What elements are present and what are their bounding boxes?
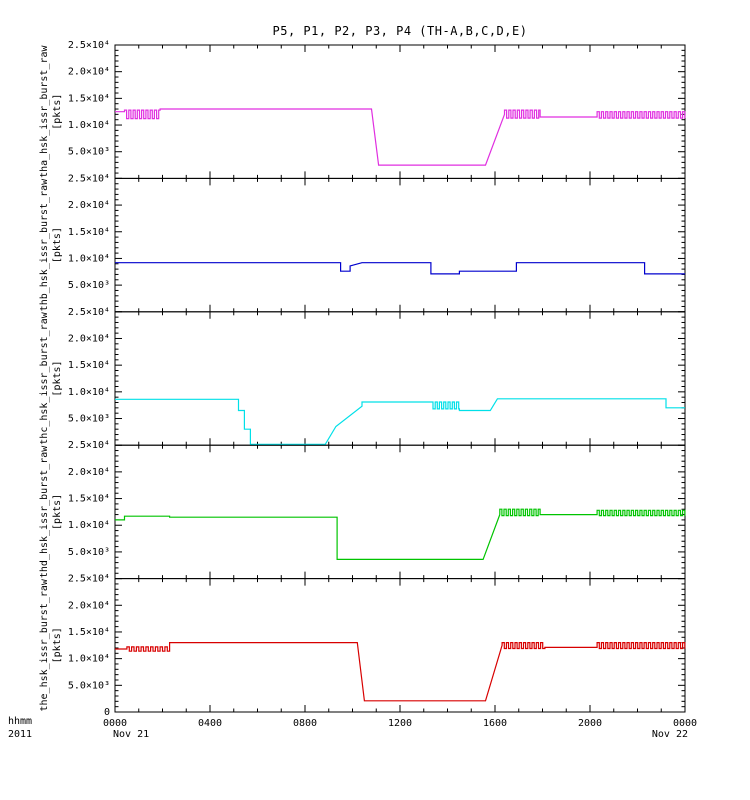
ytick-label: 2.0×10⁴ <box>68 200 110 211</box>
panel-ylabel: tha_hsk_issr_burst_raw <box>39 44 50 177</box>
ytick-label: 1.0×10⁴ <box>68 120 110 131</box>
ytick-label: 5.0×10³ <box>68 147 110 158</box>
panel-thc: 5.0×10³ 1.0×10⁴ 1.5×10⁴ 2.0×10⁴ 2.5×10⁴ thc_h… <box>39 307 686 446</box>
panel-ylabel-units: [pkts] <box>52 360 63 396</box>
panel-thb: 5.0×10³ 1.0×10⁴ 1.5×10⁴ 2.0×10⁴ 2.5×10⁴ thb_h… <box>39 173 686 313</box>
ytick-label: 5.0×10³ <box>68 280 110 291</box>
panel-ylabel-units: [pkts] <box>52 494 63 530</box>
ytick-label: 5.0×10³ <box>68 680 110 691</box>
ytick-label: 5.0×10³ <box>68 547 110 558</box>
xtick-label: 0800 <box>293 718 317 729</box>
ytick-label: 1.5×10⁴ <box>68 627 110 638</box>
plot-title: P5, P1, P2, P3, P4 (TH-A,B,C,D,E) <box>272 24 528 38</box>
panel-thd: 5.0×10³ 1.0×10⁴ 1.5×10⁴ 2.0×10⁴ 2.5×10⁴ thd_h… <box>39 440 686 580</box>
ytick-label: 1.0×10⁴ <box>68 253 110 264</box>
panel-the: 0 5.0×10³ 1.0×10⁴ 1.5×10⁴ 2.0×10⁴ 2.5×10⁴ the_… <box>39 574 686 718</box>
xaxis-year-label: 2011 <box>8 729 33 740</box>
series-line-thc <box>115 398 685 445</box>
series-line-thd <box>115 508 686 561</box>
date-right-label: Nov 22 <box>651 729 688 740</box>
series-line-the <box>115 641 686 702</box>
ytick-label: 2.5×10⁴ <box>68 40 110 51</box>
ytick-label: 1.5×10⁴ <box>68 360 110 371</box>
xtick-label: 0000 <box>103 718 127 729</box>
series-line-tha <box>115 108 686 166</box>
xtick-label: 0000 <box>673 718 697 729</box>
ytick-label: 2.5×10⁴ <box>68 440 110 451</box>
panel-ylabel: thc_hsk_issr_burst_raw <box>39 311 50 444</box>
xtick-label: 1200 <box>388 718 412 729</box>
panel-ylabel: thd_hsk_issr_burst_raw <box>39 445 50 578</box>
ytick-label: 1.5×10⁴ <box>68 227 110 238</box>
xtick-label: 2000 <box>578 718 602 729</box>
ytick-label: 2.0×10⁴ <box>68 467 110 478</box>
panel-ylabel-units: [pkts] <box>52 627 63 663</box>
panel-ylabel-units: [pkts] <box>52 94 63 130</box>
panel-ylabel: thb_hsk_issr_burst_raw <box>39 178 50 311</box>
panel-ylabel-units: [pkts] <box>52 227 63 263</box>
ytick-label: 1.5×10⁴ <box>68 494 110 505</box>
ytick-label: 2.0×10⁴ <box>68 67 110 78</box>
ytick-label: 2.0×10⁴ <box>68 600 110 611</box>
ytick-label: 1.5×10⁴ <box>68 93 110 104</box>
ytick-label: 1.0×10⁴ <box>68 387 110 398</box>
xaxis-unit-label: hhmm <box>8 716 33 727</box>
ytick-label: 2.5×10⁴ <box>68 173 110 184</box>
date-left-label: Nov 21 <box>113 729 150 740</box>
ytick-label: 5.0×10³ <box>68 414 110 425</box>
ytick-label: 1.0×10⁴ <box>68 520 110 531</box>
ytick-label: 0 <box>104 707 110 718</box>
xtick-label: 0400 <box>198 718 222 729</box>
ytick-label: 1.0×10⁴ <box>68 654 110 665</box>
series-line-thb <box>115 262 685 275</box>
ytick-label: 2.5×10⁴ <box>68 307 110 318</box>
panel-ylabel: the_hsk_issr_burst_raw <box>39 578 50 711</box>
panel-tha: 5.0×10³ 1.0×10⁴ 1.5×10⁴ 2.0×10⁴ 2.5×10⁴ tha_h… <box>39 40 686 179</box>
ytick-label: 2.0×10⁴ <box>68 333 110 344</box>
ytick-label: 2.5×10⁴ <box>68 574 110 585</box>
xtick-label: 1600 <box>483 718 507 729</box>
